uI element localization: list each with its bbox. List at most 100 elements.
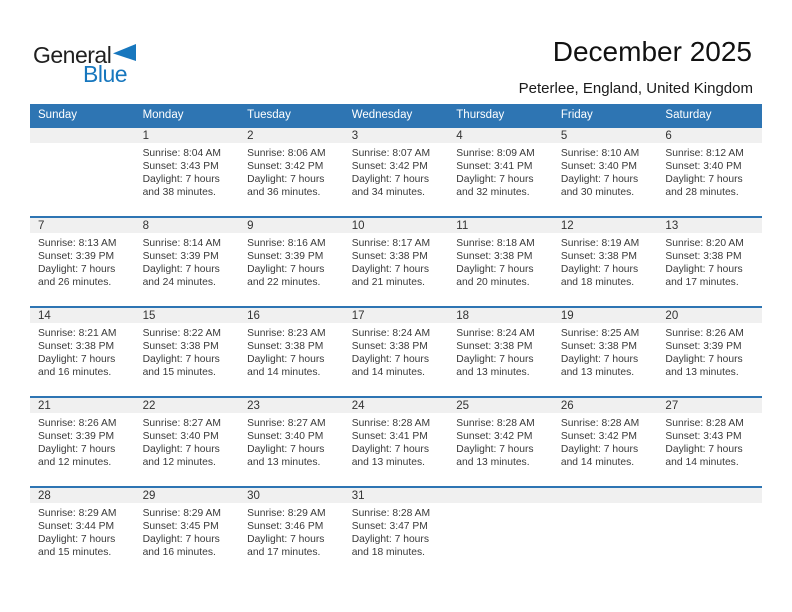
day-number: 28 xyxy=(30,488,135,503)
sunset-text: Sunset: 3:42 PM xyxy=(351,161,428,172)
day-number: 6 xyxy=(657,128,762,143)
day-number: 14 xyxy=(30,308,135,323)
day-details xyxy=(448,503,553,507)
day-details: Sunrise: 8:28 AM Sunset: 3:42 PM Daylight:… xyxy=(553,413,658,469)
day-cell-6: 6 Sunrise: 8:12 AM Sunset: 3:40 PM Daylight… xyxy=(657,128,762,216)
weekday-monday: Monday xyxy=(142,109,184,121)
day-cell-31: 31 Sunrise: 8:28 AM Sunset: 3:47 PM Dayligh… xyxy=(343,488,449,576)
day-number xyxy=(448,488,553,503)
day-details: Sunrise: 8:17 AM Sunset: 3:38 PM Daylight:… xyxy=(344,233,449,289)
sunrise-text: Sunrise: 8:22 AM xyxy=(142,328,221,339)
sunrise-text: Sunrise: 8:23 AM xyxy=(247,328,326,339)
daylight-text-line1: Daylight: 7 hours xyxy=(142,534,220,545)
daylight-text-line1: Daylight: 7 hours xyxy=(351,264,429,275)
day-cell-17: 17 Sunrise: 8:24 AM Sunset: 3:38 PM Dayligh… xyxy=(343,308,449,396)
sunset-text: Sunset: 3:38 PM xyxy=(560,251,637,262)
day-details: Sunrise: 8:23 AM Sunset: 3:38 PM Daylight:… xyxy=(239,323,344,379)
sunset-text: Sunset: 3:38 PM xyxy=(456,341,533,352)
sunrise-text: Sunrise: 8:28 AM xyxy=(351,508,431,519)
day-cell-30: 30 Sunrise: 8:29 AM Sunset: 3:46 PM Dayligh… xyxy=(239,488,344,576)
day-details: Sunrise: 8:14 AM Sunset: 3:39 PM Daylight:… xyxy=(135,233,240,289)
sunrise-text: Sunrise: 8:28 AM xyxy=(351,418,431,429)
day-number: 13 xyxy=(657,218,762,233)
daylight-text-line2: and 16 minutes. xyxy=(142,547,216,558)
sunset-text: Sunset: 3:38 PM xyxy=(351,251,428,262)
daylight-text-line1: Daylight: 7 hours xyxy=(142,174,220,185)
day-cell-28: 28 Sunrise: 8:29 AM Sunset: 3:44 PM Dayligh… xyxy=(30,488,135,576)
day-cell-9: 9 Sunrise: 8:16 AM Sunset: 3:39 PM Daylight… xyxy=(239,218,344,306)
day-details: Sunrise: 8:26 AM Sunset: 3:39 PM Daylight:… xyxy=(30,413,135,469)
sunset-text: Sunset: 3:39 PM xyxy=(665,341,742,352)
daylight-text-line1: Daylight: 7 hours xyxy=(456,264,534,275)
day-number: 22 xyxy=(134,398,240,413)
week-row: 7 Sunrise: 8:13 AM Sunset: 3:39 PM Daylight… xyxy=(30,216,762,306)
day-details: Sunrise: 8:27 AM Sunset: 3:40 PM Daylight:… xyxy=(239,413,344,469)
day-details: Sunrise: 8:21 AM Sunset: 3:38 PM Daylight:… xyxy=(30,323,135,379)
day-cell-8: 8 Sunrise: 8:14 AM Sunset: 3:39 PM Daylight… xyxy=(134,218,240,306)
sunset-text: Sunset: 3:40 PM xyxy=(665,161,742,172)
day-number: 4 xyxy=(448,128,553,143)
day-details: Sunrise: 8:12 AM Sunset: 3:40 PM Daylight:… xyxy=(657,143,762,199)
sunrise-text: Sunrise: 8:14 AM xyxy=(142,238,221,249)
day-details: Sunrise: 8:28 AM Sunset: 3:42 PM Daylight:… xyxy=(448,413,553,469)
day-details: Sunrise: 8:28 AM Sunset: 3:43 PM Daylight:… xyxy=(657,413,762,469)
sunrise-text: Sunrise: 8:26 AM xyxy=(38,418,117,429)
day-cell-7: 7 Sunrise: 8:13 AM Sunset: 3:39 PM Daylight… xyxy=(30,218,135,306)
sunrise-text: Sunrise: 8:12 AM xyxy=(665,148,744,159)
day-number xyxy=(30,128,135,143)
general-blue-logo: General Blue xyxy=(33,42,163,87)
logo-text-general: General xyxy=(33,42,112,68)
day-details: Sunrise: 8:24 AM Sunset: 3:38 PM Daylight:… xyxy=(344,323,449,379)
sunrise-text: Sunrise: 8:28 AM xyxy=(665,418,744,429)
day-details xyxy=(553,503,658,507)
day-details: Sunrise: 8:28 AM Sunset: 3:41 PM Daylight:… xyxy=(344,413,449,469)
sunrise-text: Sunrise: 8:09 AM xyxy=(456,148,535,159)
sunrise-text: Sunrise: 8:18 AM xyxy=(456,238,535,249)
sunrise-text: Sunrise: 8:24 AM xyxy=(456,328,535,339)
day-number: 19 xyxy=(552,308,658,323)
sunrise-text: Sunrise: 8:25 AM xyxy=(560,328,640,339)
day-details xyxy=(657,503,762,507)
sunset-text: Sunset: 3:39 PM xyxy=(142,251,219,262)
daylight-text-line2: and 12 minutes. xyxy=(38,457,112,468)
day-cell-27: 27 Sunrise: 8:28 AM Sunset: 3:43 PM Dayligh… xyxy=(657,398,762,486)
daylight-text-line2: and 30 minutes. xyxy=(560,187,635,198)
day-number: 8 xyxy=(134,218,240,233)
day-cell-22: 22 Sunrise: 8:27 AM Sunset: 3:40 PM Dayligh… xyxy=(134,398,240,486)
day-cell-empty xyxy=(552,488,658,576)
day-details: Sunrise: 8:26 AM Sunset: 3:39 PM Daylight:… xyxy=(657,323,762,379)
day-details: Sunrise: 8:29 AM Sunset: 3:46 PM Daylight:… xyxy=(239,503,344,559)
day-cell-14: 14 Sunrise: 8:21 AM Sunset: 3:38 PM Dayligh… xyxy=(30,308,135,396)
day-number xyxy=(657,488,762,503)
daylight-text-line1: Daylight: 7 hours xyxy=(560,354,639,365)
sunset-text: Sunset: 3:38 PM xyxy=(560,341,637,352)
sunset-text: Sunset: 3:41 PM xyxy=(351,431,428,442)
daylight-text-line2: and 32 minutes. xyxy=(456,187,530,198)
weekday-thursday: Thursday xyxy=(456,109,505,121)
sunrise-text: Sunrise: 8:29 AM xyxy=(247,508,326,519)
daylight-text-line2: and 24 minutes. xyxy=(142,277,216,288)
day-number: 20 xyxy=(657,308,762,323)
daylight-text-line1: Daylight: 7 hours xyxy=(665,174,743,185)
day-number: 26 xyxy=(552,398,658,413)
daylight-text-line1: Daylight: 7 hours xyxy=(560,264,639,275)
daylight-text-line1: Daylight: 7 hours xyxy=(247,174,325,185)
daylight-text-line1: Daylight: 7 hours xyxy=(665,444,743,455)
day-cell-16: 16 Sunrise: 8:23 AM Sunset: 3:38 PM Dayligh… xyxy=(239,308,344,396)
day-number: 30 xyxy=(239,488,344,503)
sunset-text: Sunset: 3:44 PM xyxy=(38,521,115,532)
day-cell-15: 15 Sunrise: 8:22 AM Sunset: 3:38 PM Dayligh… xyxy=(134,308,240,396)
daylight-text-line2: and 14 minutes. xyxy=(351,367,425,378)
weekday-sunday: Sunday xyxy=(38,109,78,121)
sunset-text: Sunset: 3:40 PM xyxy=(560,161,637,172)
day-number: 7 xyxy=(30,218,135,233)
sunset-text: Sunset: 3:45 PM xyxy=(142,521,219,532)
week-row: 21 Sunrise: 8:26 AM Sunset: 3:39 PM Dayligh… xyxy=(30,396,762,486)
daylight-text-line1: Daylight: 7 hours xyxy=(38,264,116,275)
sunrise-text: Sunrise: 8:28 AM xyxy=(560,418,640,429)
daylight-text-line1: Daylight: 7 hours xyxy=(351,444,429,455)
day-number: 2 xyxy=(239,128,344,143)
day-details: Sunrise: 8:22 AM Sunset: 3:38 PM Daylight:… xyxy=(135,323,240,379)
daylight-text-line1: Daylight: 7 hours xyxy=(665,354,743,365)
day-details: Sunrise: 8:25 AM Sunset: 3:38 PM Daylight:… xyxy=(553,323,658,379)
